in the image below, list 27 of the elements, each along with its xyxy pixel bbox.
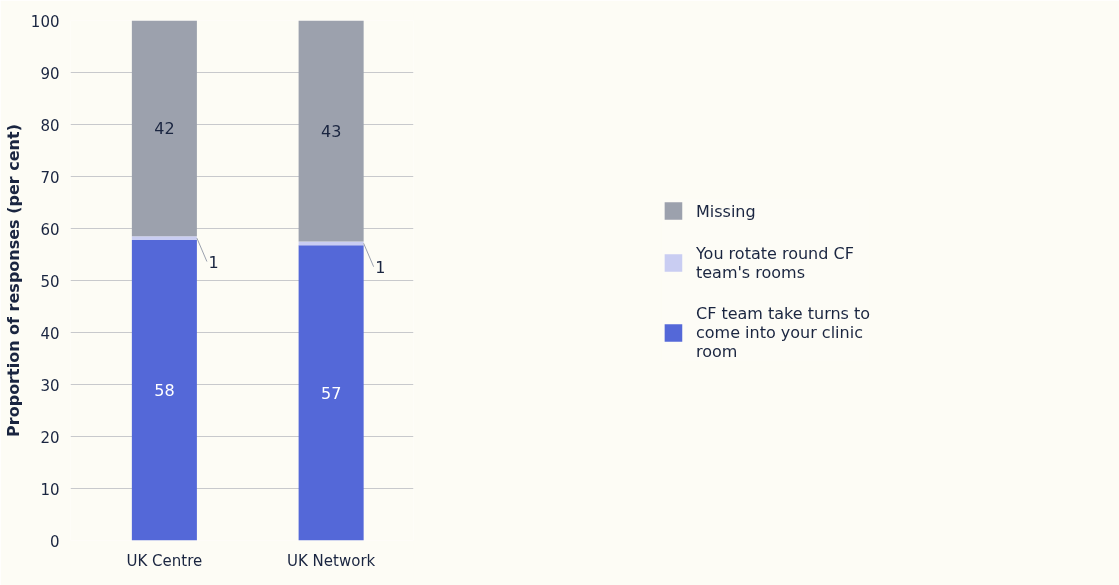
bar bbox=[131, 20, 197, 237]
y-tick-label: 70 bbox=[40, 168, 60, 187]
data-label: 58 bbox=[154, 381, 175, 401]
data-label: 57 bbox=[320, 383, 342, 403]
y-tick-label: 40 bbox=[40, 324, 60, 343]
bar bbox=[131, 239, 197, 541]
data-label: 1 bbox=[208, 252, 219, 272]
y-tick-label: 30 bbox=[40, 376, 60, 395]
y-tick-label: 60 bbox=[40, 220, 60, 239]
data-label: 42 bbox=[154, 119, 175, 139]
data-label: 1 bbox=[375, 257, 386, 277]
legend-label: Missing bbox=[695, 201, 756, 220]
y-tick-label: 10 bbox=[40, 480, 60, 499]
x-tick-label: UK Centre bbox=[126, 551, 203, 570]
legend-label: You rotate round CF team's rooms bbox=[695, 243, 854, 282]
y-tick-label: 50 bbox=[40, 272, 60, 291]
y-tick-label: 80 bbox=[40, 116, 60, 135]
bar bbox=[298, 245, 364, 541]
y-tick-label: 0 bbox=[49, 532, 60, 551]
y-tick-label: 90 bbox=[40, 64, 60, 83]
data-label: 43 bbox=[320, 122, 342, 141]
y-axis-title: Proportion of responses (per cent) bbox=[3, 124, 23, 437]
bar bbox=[131, 236, 197, 240]
x-tick-label: UK Network bbox=[287, 551, 376, 570]
legend-label: CF team take turns to come into your clinic room bbox=[695, 303, 871, 361]
y-tick-label: 20 bbox=[40, 428, 60, 447]
y-tick-label: 100 bbox=[30, 12, 60, 31]
